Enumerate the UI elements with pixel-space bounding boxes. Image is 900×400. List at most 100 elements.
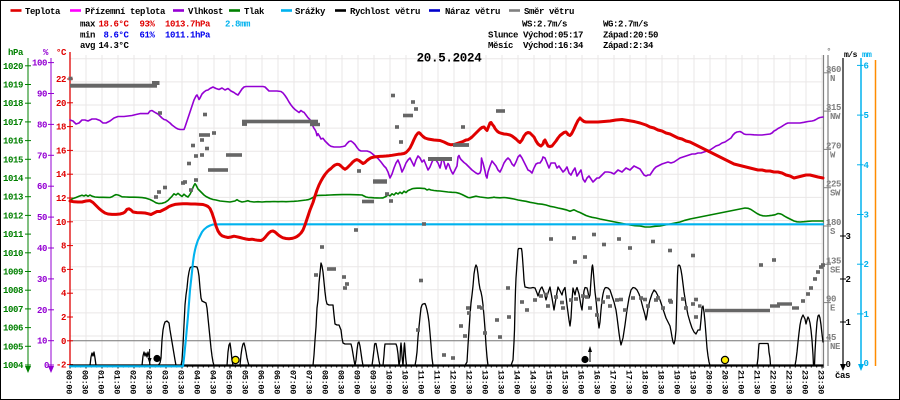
svg-text:14:30: 14:30 bbox=[528, 370, 538, 394]
svg-text:12: 12 bbox=[56, 194, 66, 204]
svg-text:m/s: m/s bbox=[844, 51, 858, 60]
svg-text:04:30: 04:30 bbox=[208, 370, 218, 394]
svg-text:20: 20 bbox=[37, 306, 47, 316]
svg-text:20: 20 bbox=[56, 99, 66, 109]
svg-text:1009: 1009 bbox=[3, 268, 23, 278]
svg-text:93%: 93% bbox=[140, 20, 156, 30]
svg-text:15:00: 15:00 bbox=[544, 370, 554, 394]
svg-text:02:30: 02:30 bbox=[144, 370, 154, 394]
svg-text:22:30: 22:30 bbox=[784, 370, 794, 394]
svg-text:60: 60 bbox=[37, 182, 47, 192]
svg-text:1016: 1016 bbox=[3, 137, 23, 147]
svg-text:13:00: 13:00 bbox=[480, 370, 490, 394]
svg-text:18:00: 18:00 bbox=[640, 370, 650, 394]
svg-text:1013.7hPa: 1013.7hPa bbox=[165, 20, 211, 30]
svg-text:2: 2 bbox=[846, 275, 851, 285]
svg-text:NE: NE bbox=[830, 342, 841, 352]
svg-text:04:00: 04:00 bbox=[192, 370, 202, 394]
svg-text:270: 270 bbox=[826, 141, 841, 151]
svg-text:14.3°C: 14.3°C bbox=[98, 41, 129, 51]
svg-text:avg: avg bbox=[80, 41, 95, 51]
svg-text:18.6°C: 18.6°C bbox=[98, 20, 129, 30]
svg-text:10:30: 10:30 bbox=[400, 370, 410, 394]
svg-text:07:00: 07:00 bbox=[288, 370, 298, 394]
svg-text:22: 22 bbox=[56, 75, 66, 85]
svg-text:Směr větru: Směr větru bbox=[524, 7, 574, 17]
svg-text:0: 0 bbox=[61, 337, 66, 347]
svg-text:Náraz větru: Náraz větru bbox=[445, 7, 500, 17]
svg-text:čas: čas bbox=[835, 371, 850, 381]
svg-text:NW: NW bbox=[830, 112, 841, 122]
svg-text:SE: SE bbox=[830, 265, 841, 275]
svg-text:19:00: 19:00 bbox=[672, 370, 682, 394]
svg-text:Slunce: Slunce bbox=[488, 31, 518, 41]
svg-text:19:30: 19:30 bbox=[688, 370, 698, 394]
svg-text:1011.1hPa: 1011.1hPa bbox=[165, 31, 211, 41]
svg-text:0: 0 bbox=[864, 359, 869, 369]
svg-text:135: 135 bbox=[826, 256, 841, 266]
svg-text:Západ:20:50: Západ:20:50 bbox=[603, 31, 658, 41]
svg-text:360: 360 bbox=[826, 65, 841, 75]
svg-text:8: 8 bbox=[61, 242, 66, 252]
svg-text:11:00: 11:00 bbox=[416, 370, 426, 394]
svg-text:21:00: 21:00 bbox=[736, 370, 746, 394]
svg-text:1018: 1018 bbox=[3, 99, 23, 109]
svg-text:-2: -2 bbox=[56, 361, 66, 371]
svg-text:3: 3 bbox=[864, 211, 869, 221]
svg-text:23:30: 23:30 bbox=[816, 370, 826, 394]
svg-text:08:30: 08:30 bbox=[336, 370, 346, 394]
svg-text:Teplota: Teplota bbox=[25, 7, 61, 17]
svg-text:16:00: 16:00 bbox=[576, 370, 586, 394]
svg-text:17:30: 17:30 bbox=[624, 370, 634, 394]
svg-text:1020: 1020 bbox=[3, 62, 23, 72]
svg-text:17:00: 17:00 bbox=[608, 370, 618, 394]
svg-text:50: 50 bbox=[37, 213, 47, 223]
svg-text:4: 4 bbox=[864, 161, 870, 171]
svg-text:18: 18 bbox=[56, 123, 66, 133]
svg-text:22:00: 22:00 bbox=[768, 370, 778, 394]
svg-text:W: W bbox=[830, 150, 836, 160]
svg-text:Srážky: Srážky bbox=[295, 7, 326, 17]
svg-text:Přízemní teplota: Přízemní teplota bbox=[85, 7, 166, 17]
svg-text:80: 80 bbox=[37, 120, 47, 130]
svg-text:16:30: 16:30 bbox=[592, 370, 602, 394]
svg-text:N: N bbox=[830, 74, 835, 84]
svg-text:1011: 1011 bbox=[3, 230, 24, 240]
svg-text:08:00: 08:00 bbox=[320, 370, 330, 394]
svg-text:6: 6 bbox=[864, 61, 869, 71]
svg-text:mm: mm bbox=[862, 50, 872, 60]
svg-text:1005: 1005 bbox=[3, 342, 23, 352]
svg-text:1013: 1013 bbox=[3, 193, 23, 203]
svg-text:14:00: 14:00 bbox=[512, 370, 522, 394]
svg-text:30: 30 bbox=[37, 275, 47, 285]
svg-text:E: E bbox=[830, 304, 836, 314]
svg-text:1010: 1010 bbox=[3, 249, 23, 259]
svg-text:100: 100 bbox=[32, 59, 47, 69]
svg-text:61%: 61% bbox=[140, 31, 156, 41]
svg-text:03:30: 03:30 bbox=[176, 370, 186, 394]
svg-text:15:30: 15:30 bbox=[560, 370, 570, 394]
svg-text:2.8mm: 2.8mm bbox=[225, 20, 251, 30]
svg-text:12:30: 12:30 bbox=[464, 370, 474, 394]
svg-text:1007: 1007 bbox=[3, 305, 23, 315]
svg-text:07:30: 07:30 bbox=[304, 370, 314, 394]
svg-text:180: 180 bbox=[826, 218, 841, 228]
svg-text:6: 6 bbox=[61, 265, 66, 275]
svg-text:11:30: 11:30 bbox=[432, 370, 442, 394]
svg-text:1004: 1004 bbox=[3, 361, 24, 371]
svg-text:02:00: 02:00 bbox=[128, 370, 138, 394]
svg-text:20:00: 20:00 bbox=[704, 370, 714, 394]
svg-text:1017: 1017 bbox=[3, 118, 23, 128]
svg-text:1008: 1008 bbox=[3, 286, 23, 296]
svg-text:3: 3 bbox=[846, 232, 851, 242]
svg-text:%: % bbox=[43, 48, 49, 58]
svg-text:Vlhkost: Vlhkost bbox=[188, 7, 223, 17]
svg-text:40: 40 bbox=[37, 244, 47, 254]
svg-text:Východ:05:17: Východ:05:17 bbox=[523, 31, 583, 41]
svg-text:01:30: 01:30 bbox=[112, 370, 122, 394]
svg-text:min: min bbox=[80, 31, 95, 41]
svg-text:21:30: 21:30 bbox=[752, 370, 762, 394]
svg-text:90: 90 bbox=[37, 90, 47, 100]
svg-text:10:00: 10:00 bbox=[384, 370, 394, 394]
svg-text:0: 0 bbox=[44, 361, 49, 371]
